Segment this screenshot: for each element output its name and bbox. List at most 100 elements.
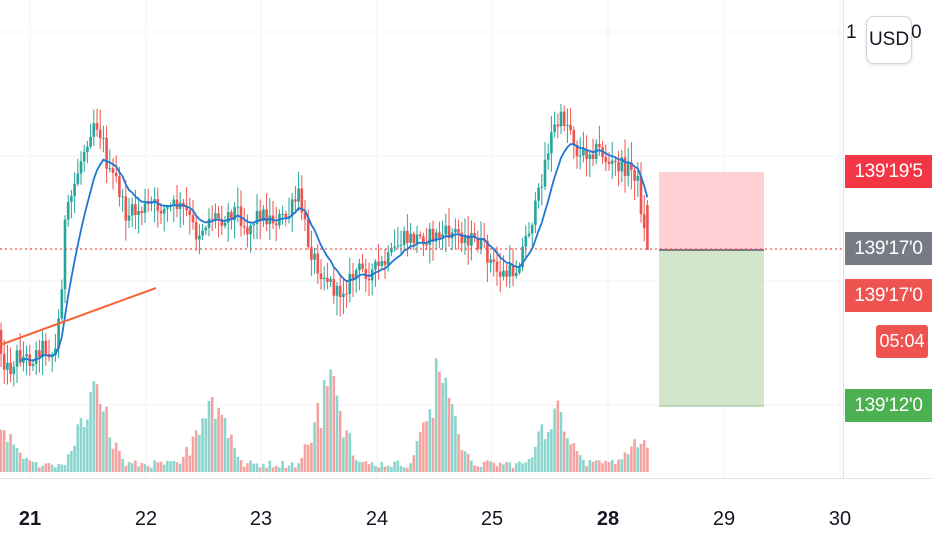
candle-body-156 [498, 271, 502, 277]
volume-bar-56 [178, 463, 182, 472]
volume-bar-57 [182, 456, 185, 472]
volume-bar-60 [191, 436, 195, 472]
candle-body-103 [329, 279, 332, 282]
time-axis-labels: 21 22 23 24 25 28 29 30 [19, 508, 851, 530]
volume-bar-85 [271, 467, 275, 472]
volume-bar-117 [374, 466, 377, 472]
candle-body-77 [246, 227, 249, 235]
volume-bar-63 [201, 418, 204, 472]
volume-bar-84 [268, 460, 272, 472]
volume-bar-164 [524, 462, 528, 472]
candle-body-167 [534, 200, 537, 225]
candlesticks [0, 103, 649, 387]
candle-body-177 [566, 124, 569, 126]
volume-bar-0 [0, 429, 3, 472]
candle-body-199 [636, 175, 640, 181]
candle-body-80 [255, 210, 259, 224]
risk-reward-tool[interactable] [659, 172, 764, 407]
volume-bar-186 [594, 460, 598, 472]
candle-body-185 [591, 154, 595, 159]
candle-body-45 [143, 203, 147, 213]
volume-bar-183 [585, 465, 588, 472]
volume-bar-120 [383, 466, 387, 472]
volume-bar-34 [108, 437, 112, 472]
volume-bar-123 [393, 461, 396, 472]
volume-bar-97 [310, 442, 313, 472]
volume-bar-155 [495, 466, 499, 472]
candle-body-122 [390, 247, 393, 253]
volume-bar-132 [422, 422, 425, 472]
moving-average [20, 143, 649, 362]
volume-bar-130 [415, 440, 419, 472]
candle-body-21 [66, 201, 70, 220]
candle-body-140 [447, 225, 451, 239]
candle-body-62 [198, 235, 201, 240]
volume-bar-9 [28, 460, 32, 472]
candle-body-82 [262, 209, 265, 221]
volume-bar-61 [194, 430, 198, 472]
volume-bar-23 [73, 445, 76, 472]
candle-body-152 [486, 240, 489, 263]
candle-body-131 [418, 234, 422, 237]
candle-body-32 [102, 137, 105, 139]
volume-bar-2 [6, 442, 9, 472]
candle-body-173 [553, 124, 556, 133]
volume-bar-128 [409, 463, 412, 472]
volume-bar-90 [287, 465, 291, 472]
volume-bar-31 [98, 403, 102, 472]
candle-body-104 [332, 279, 336, 296]
stop-loss-price-label: 139'19'5 [845, 155, 932, 188]
bar-countdown-label: 05:04 [876, 325, 928, 358]
candle-body-49 [156, 199, 160, 211]
volume-bar-157 [502, 464, 505, 472]
currency-selector-button[interactable]: USD [866, 16, 912, 64]
volume-bar-69 [220, 414, 224, 472]
volume-bar-185 [591, 461, 595, 472]
volume-bar-50 [159, 461, 163, 472]
candle-body-161 [514, 272, 518, 277]
candle-body-187 [598, 143, 601, 148]
volume-bar-106 [338, 410, 342, 472]
volume-bar-159 [508, 462, 512, 472]
volume-bar-175 [559, 411, 563, 472]
volume-bar-142 [454, 416, 457, 472]
volume-bar-122 [390, 467, 393, 472]
candle-body-29 [92, 123, 96, 137]
candle-body-42 [134, 204, 137, 215]
volume-bar-66 [210, 396, 214, 472]
volume-bar-184 [588, 460, 592, 472]
x-tick-label-21: 21 [19, 508, 41, 530]
volume-bar-115 [367, 464, 371, 472]
volume-bar-168 [537, 431, 540, 472]
grid-lines [0, 0, 843, 478]
candle-body-54 [172, 199, 176, 207]
volume-bar-140 [447, 397, 451, 472]
volume-bar-95 [303, 444, 307, 472]
candle-body-71 [226, 211, 230, 223]
volume-bar-190 [607, 462, 611, 472]
candle-body-125 [399, 244, 403, 246]
candle-body-89 [284, 213, 288, 219]
candle-body-12 [38, 350, 41, 358]
volume-bar-147 [470, 460, 473, 472]
volume-bar-26 [82, 427, 86, 472]
candle-body-23 [73, 183, 76, 197]
candle-body-155 [495, 261, 499, 272]
volume-bar-89 [284, 467, 288, 472]
volume-bar-127 [406, 467, 409, 472]
volume-bar-62 [198, 434, 201, 472]
candle-body-0 [0, 330, 3, 354]
candle-body-61 [194, 222, 198, 240]
candle-body-52 [166, 206, 169, 209]
candle-body-39 [124, 196, 128, 221]
candle-body-66 [210, 218, 214, 220]
volume-bar-42 [134, 460, 137, 472]
x-tick-label-23: 23 [250, 508, 272, 530]
candle-body-124 [396, 245, 400, 247]
volume-bar-81 [258, 467, 262, 472]
candle-body-147 [470, 233, 473, 246]
volume-bar-105 [335, 395, 339, 472]
trendline-drawing[interactable] [0, 287, 157, 346]
